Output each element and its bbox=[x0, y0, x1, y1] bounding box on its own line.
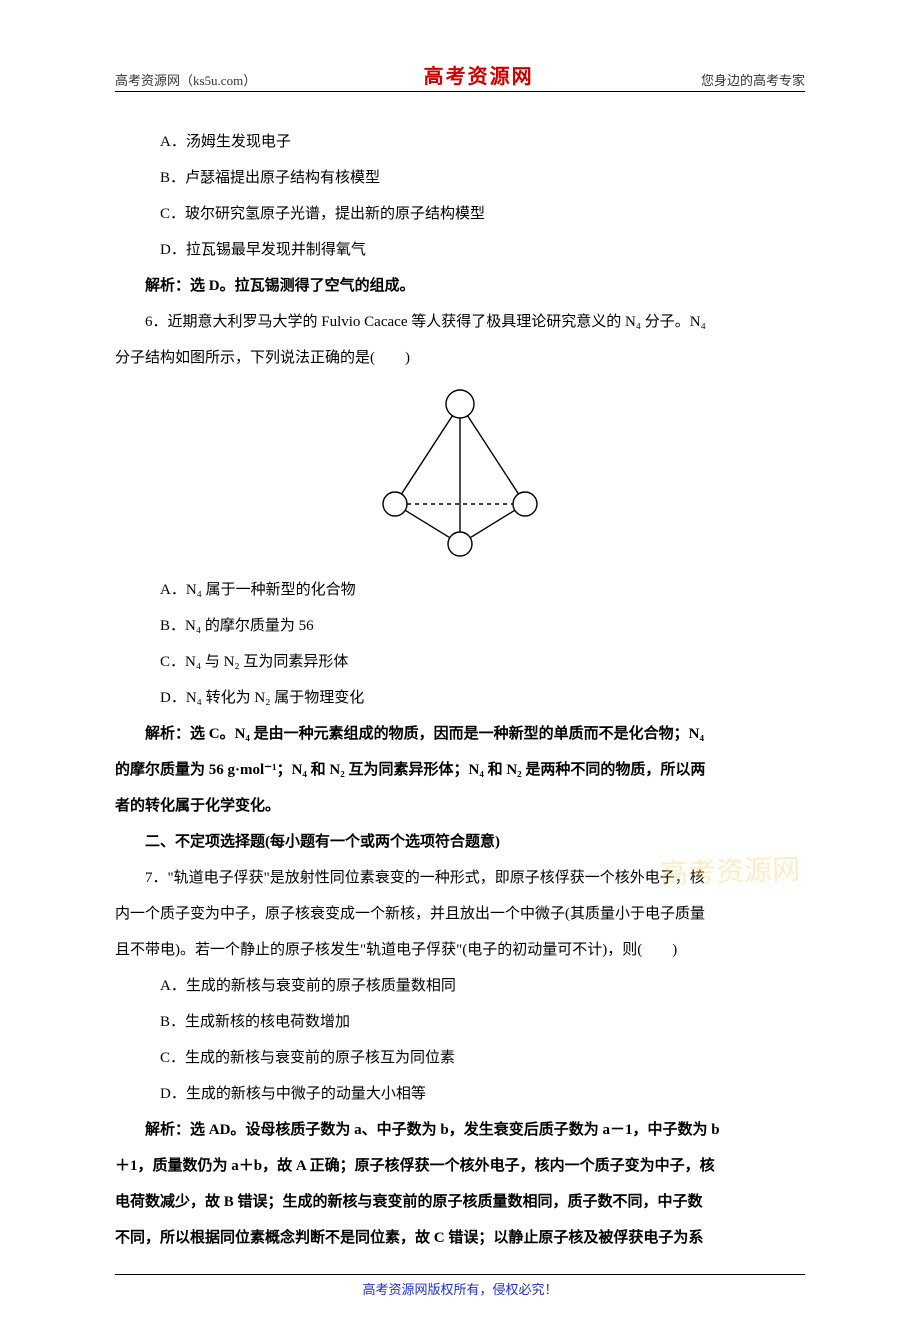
q6-diagram-wrap bbox=[115, 384, 805, 564]
q5-option-b: B．卢瑟福提出原子结构有核模型 bbox=[115, 160, 805, 196]
q7-option-c: C．生成的新核与衰变前的原子核互为同位素 bbox=[115, 1040, 805, 1076]
document-body: A．汤姆生发现电子 B．卢瑟福提出原子结构有核模型 C．玻尔研究氢原子光谱，提出… bbox=[115, 124, 805, 1256]
q7-option-b: B．生成新核的核电荷数增加 bbox=[115, 1004, 805, 1040]
page-header: 高考资源网（ks5u.com） 高考资源网 您身边的高考专家 bbox=[115, 60, 805, 92]
q7-explanation-line2: ＋1，质量数仍为 a＋b，故 A 正确；原子核俘获一个核外电子，核内一个质子变为… bbox=[115, 1148, 805, 1184]
q6-option-c: C．N₄ 与 N₂ 互为同素异形体 bbox=[115, 644, 805, 680]
header-left: 高考资源网（ks5u.com） bbox=[115, 70, 256, 89]
q7-stem-line3: 且不带电)。若一个静止的原子核发生"轨道电子俘获"(电子的初动量可不计)，则( … bbox=[115, 932, 805, 968]
q6-option-b: B．N₄ 的摩尔质量为 56 bbox=[115, 608, 805, 644]
q7-stem-line1: 7．"轨道电子俘获"是放射性同位素衰变的一种形式，即原子核俘获一个核外电子，核 bbox=[115, 860, 805, 896]
q5-option-c: C．玻尔研究氢原子光谱，提出新的原子结构模型 bbox=[115, 196, 805, 232]
n4-tetrahedron-diagram bbox=[365, 384, 555, 564]
header-center-logo: 高考资源网 bbox=[424, 60, 534, 89]
q6-explanation-line2: 的摩尔质量为 56 g·mol⁻¹；N₄ 和 N₂ 互为同素异形体；N₄ 和 N… bbox=[115, 752, 805, 788]
q6-stem-line2: 分子结构如图所示，下列说法正确的是( ) bbox=[115, 340, 805, 376]
q6-explanation-line3: 者的转化属于化学变化。 bbox=[115, 788, 805, 824]
q5-option-d: D．拉瓦锡最早发现并制得氧气 bbox=[115, 232, 805, 268]
q7-explanation-line4: 不同，所以根据同位素概念判断不是同位素，故 C 错误；以静止原子核及被俘获电子为… bbox=[115, 1220, 805, 1256]
q7-option-d: D．生成的新核与中微子的动量大小相等 bbox=[115, 1076, 805, 1112]
q5-option-a: A．汤姆生发现电子 bbox=[115, 124, 805, 160]
page-footer: 高考资源网版权所有，侵权必究！ bbox=[115, 1274, 805, 1298]
q6-option-d: D．N₄ 转化为 N₂ 属于物理变化 bbox=[115, 680, 805, 716]
q5-explanation: 解析：选 D。拉瓦锡测得了空气的组成。 bbox=[115, 268, 805, 304]
q6-stem-line1: 6．近期意大利罗马大学的 Fulvio Cacace 等人获得了极具理论研究意义… bbox=[115, 304, 805, 340]
q7-explanation-line3: 电荷数减少，故 B 错误；生成的新核与衰变前的原子核质量数相同，质子数不同，中子… bbox=[115, 1184, 805, 1220]
q6-option-a: A．N₄ 属于一种新型的化合物 bbox=[115, 572, 805, 608]
q7-explanation-line1: 解析：选 AD。设母核质子数为 a、中子数为 b，发生衰变后质子数为 a－1，中… bbox=[115, 1112, 805, 1148]
header-right: 您身边的高考专家 bbox=[701, 70, 805, 89]
q7-option-a: A．生成的新核与衰变前的原子核质量数相同 bbox=[115, 968, 805, 1004]
q7-stem-line2: 内一个质子变为中子，原子核衰变成一个新核，并且放出一个中微子(其质量小于电子质量 bbox=[115, 896, 805, 932]
section-2-heading: 二、不定项选择题(每小题有一个或两个选项符合题意) bbox=[115, 824, 805, 860]
q6-explanation-line1: 解析：选 C。N₄ 是由一种元素组成的物质，因而是一种新型的单质而不是化合物；N… bbox=[115, 716, 805, 752]
